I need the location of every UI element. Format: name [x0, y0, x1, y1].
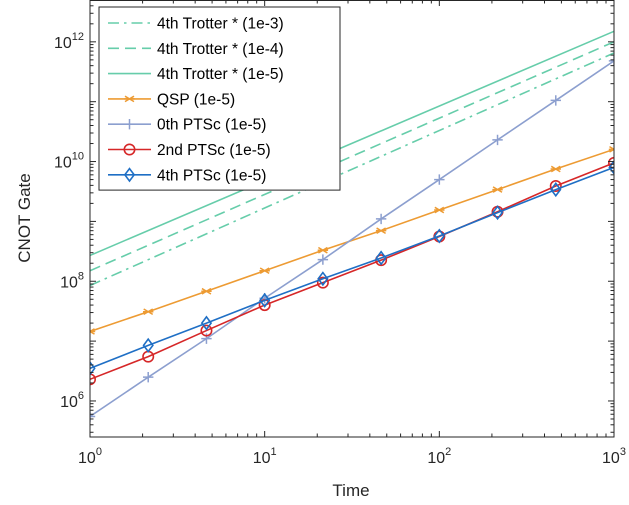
- data-point: [317, 246, 329, 254]
- data-point: [317, 254, 329, 265]
- series-0: [90, 52, 614, 287]
- legend-marker: [123, 143, 136, 156]
- tick-label-base: 10: [253, 450, 271, 467]
- data-point: [142, 337, 154, 353]
- y-tick-label: 108: [60, 270, 84, 291]
- x-tick-label: 102: [427, 446, 451, 467]
- x-tick-label: 103: [602, 446, 626, 467]
- series-line-4: [90, 60, 614, 418]
- series-1: [90, 41, 614, 272]
- legend-label: 4th Trotter * (1e-5): [157, 66, 284, 83]
- legend-entry-0: 4th Trotter * (1e-3): [108, 16, 284, 33]
- data-point: [608, 145, 614, 153]
- data-point: [550, 95, 561, 106]
- tick-label-base: 10: [427, 450, 445, 467]
- data-point: [550, 165, 561, 173]
- legend-marker: [124, 95, 135, 103]
- series-line-2: [90, 30, 614, 257]
- data-point: [608, 55, 614, 67]
- tick-label-base: 10: [60, 394, 78, 411]
- x-tick-label: 101: [253, 446, 277, 467]
- legend-label: 4th PTSc (1e-5): [157, 167, 266, 184]
- data-point: [143, 308, 154, 316]
- series-4: [90, 55, 614, 422]
- data-point: [316, 276, 329, 289]
- data-point: [491, 205, 504, 221]
- tick-label-base: 10: [78, 450, 96, 467]
- series-line-1: [90, 41, 614, 272]
- tick-label-base: 10: [54, 155, 72, 172]
- legend-entry-2: 4th Trotter * (1e-5): [108, 66, 284, 83]
- series-line-3: [90, 148, 614, 333]
- legend-entry-3: QSP (1e-5): [108, 91, 235, 108]
- y-tick-label: 1010: [54, 151, 84, 172]
- data-point: [259, 292, 271, 308]
- tick-label-exponent: 3: [620, 446, 626, 458]
- data-point: [201, 287, 212, 295]
- series-6: [90, 159, 614, 376]
- y-axis-label: CNOT Gate: [15, 173, 34, 262]
- data-point: [200, 315, 213, 331]
- series-layer: [90, 30, 614, 422]
- legend-label: 4th Trotter * (1e-3): [157, 16, 284, 33]
- tick-label-exponent: 0: [96, 446, 102, 458]
- legend-entry-4: 0th PTSc (1e-5): [108, 117, 266, 134]
- legend-marker: [124, 119, 135, 130]
- legend-entry-1: 4th Trotter * (1e-4): [108, 41, 284, 58]
- tick-label-exponent: 1: [271, 446, 277, 458]
- legend-entry-6: 4th PTSc (1e-5): [108, 167, 266, 184]
- data-point: [317, 271, 329, 287]
- legend-label: 0th PTSc (1e-5): [157, 117, 266, 134]
- tick-label-base: 10: [54, 35, 72, 52]
- series-3: [90, 145, 614, 335]
- series-line-6: [90, 166, 614, 370]
- tick-label-exponent: 10: [72, 151, 84, 163]
- y-tick-label: 106: [60, 390, 84, 411]
- x-axis-label: Time: [332, 481, 369, 500]
- data-point: [433, 228, 445, 244]
- data-point: [90, 328, 96, 335]
- series-line-0: [90, 52, 614, 287]
- data-point: [375, 213, 387, 225]
- tick-label-exponent: 2: [445, 446, 451, 458]
- data-point: [434, 174, 445, 185]
- series-line-5: [90, 162, 614, 381]
- data-point: [90, 360, 96, 376]
- legend-entry-5: 2nd PTSc (1e-5): [108, 142, 271, 159]
- data-point: [492, 186, 503, 193]
- legend: 4th Trotter * (1e-3) 4th Trotter * (1e-4)…: [98, 6, 341, 191]
- data-point: [375, 250, 387, 266]
- legend-marker: [123, 167, 136, 183]
- data-point: [549, 180, 562, 193]
- legend-label: 4th Trotter * (1e-4): [157, 41, 284, 58]
- legend-label: 2nd PTSc (1e-5): [157, 142, 271, 159]
- data-point: [90, 411, 96, 422]
- tick-label-exponent: 12: [72, 31, 84, 43]
- data-point: [259, 267, 270, 275]
- data-point: [200, 324, 213, 337]
- tick-label-base: 10: [602, 450, 620, 467]
- tick-label-base: 10: [60, 274, 78, 291]
- series-5: [90, 156, 614, 386]
- data-point: [375, 227, 387, 235]
- data-point: [492, 134, 503, 146]
- tick-label-exponent: 8: [78, 270, 84, 282]
- plot-frame: [89, 0, 615, 438]
- x-tick-label: 100: [78, 446, 102, 467]
- data-point: [434, 206, 445, 214]
- tick-label-exponent: 6: [78, 390, 84, 402]
- data-point: [550, 182, 562, 198]
- legend-label: QSP (1e-5): [157, 91, 235, 108]
- y-tick-label: 1012: [54, 31, 84, 52]
- data-point: [608, 159, 614, 175]
- series-2: [90, 30, 614, 257]
- data-point: [143, 371, 154, 383]
